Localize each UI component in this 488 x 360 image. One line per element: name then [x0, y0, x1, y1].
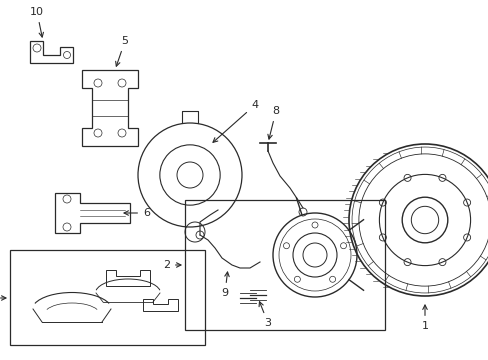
Text: 7: 7	[0, 293, 6, 303]
Text: 5: 5	[116, 36, 128, 66]
Text: 2: 2	[163, 260, 181, 270]
Text: 9: 9	[221, 272, 229, 298]
Text: 8: 8	[267, 106, 279, 139]
Bar	[10, 250, 204, 345]
Text: 3: 3	[259, 302, 271, 328]
Bar	[184, 200, 384, 330]
Text: 10: 10	[30, 7, 44, 37]
Text: 4: 4	[213, 100, 258, 142]
Text: 6: 6	[124, 208, 150, 218]
Text: 1: 1	[421, 305, 427, 331]
